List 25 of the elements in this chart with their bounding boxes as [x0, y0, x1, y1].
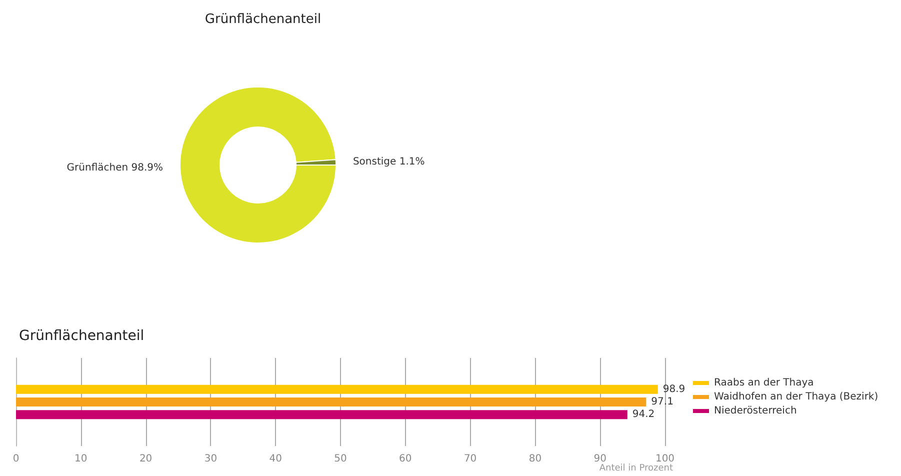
- x-tick-label: 20: [139, 454, 152, 464]
- slice-label: Sonstige 1.1%: [352, 156, 425, 168]
- x-tick-label: 80: [528, 454, 542, 464]
- x-tick-label: 40: [269, 454, 282, 464]
- data-label: 98.9: [662, 384, 686, 395]
- x-tick-label: 90: [594, 454, 606, 464]
- slice-label: Grünflächen 98.9%: [66, 162, 164, 174]
- x-tick-label: 0: [12, 454, 20, 464]
- bar: [16, 384, 658, 394]
- x-axis-title: Anteil in Prozent: [599, 464, 674, 474]
- data-label: 94.2: [632, 409, 655, 420]
- bar: [16, 410, 628, 420]
- x-tick-label: 100: [655, 454, 675, 464]
- x-tick-label: 60: [399, 454, 412, 464]
- x-tick-label: 10: [74, 454, 88, 464]
- chart-title: Grünflächenanteil: [19, 328, 144, 344]
- x-tick-label: 70: [464, 454, 477, 464]
- x-tick-label: 30: [204, 454, 218, 464]
- chart-title: Grünflächenanteil: [204, 12, 322, 27]
- bar: [16, 398, 646, 406]
- legend-label: Waidhofen an der Thaya (Bezirk): [714, 392, 878, 402]
- data-label: 97.1: [651, 396, 674, 408]
- legend-label: Niederösterreich: [714, 406, 797, 416]
- legend-label: Raabs an der Thaya: [714, 378, 814, 388]
- x-tick-label: 50: [334, 454, 347, 464]
